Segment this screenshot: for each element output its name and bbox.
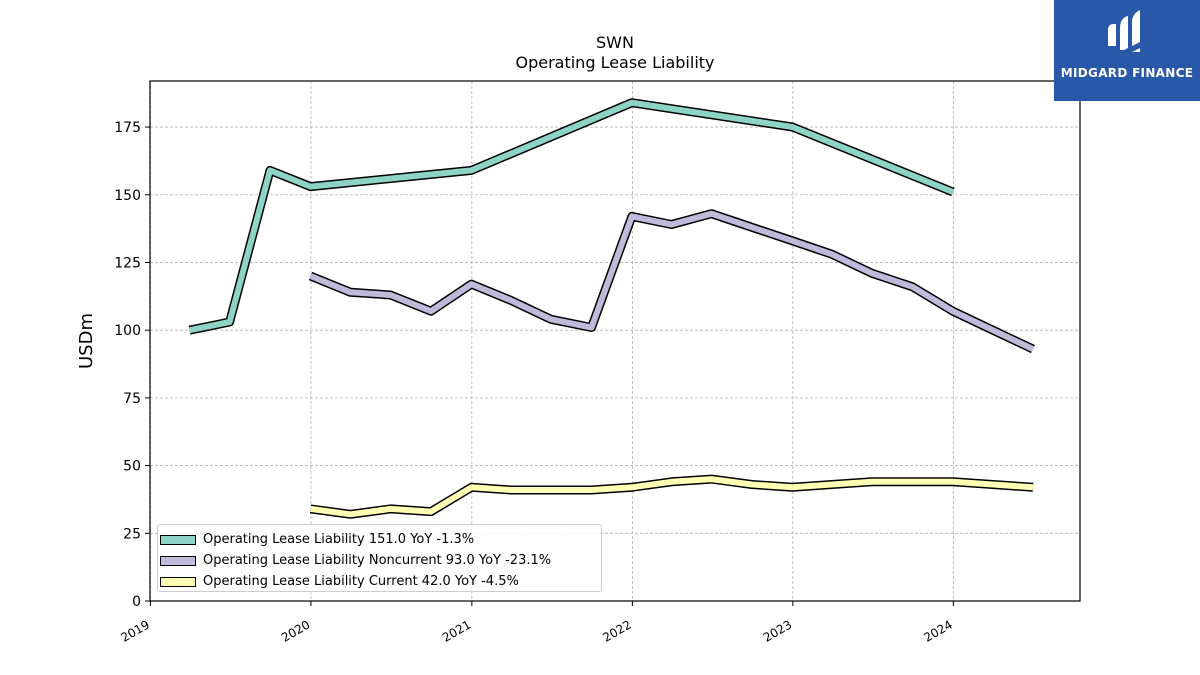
x-tick-label: 2021 bbox=[440, 617, 473, 644]
x-tick-label: 2020 bbox=[279, 617, 312, 644]
chart-subtitle: Operating Lease Liability bbox=[515, 53, 715, 72]
midgard-finance-logo: MIDGARD FINANCE bbox=[1054, 0, 1200, 101]
chart-title-block: SWN Operating Lease Liability bbox=[0, 33, 1200, 73]
chart-legend: Operating Lease Liability 151.0 YoY -1.3… bbox=[157, 524, 602, 592]
x-tick-label: 2023 bbox=[761, 617, 794, 644]
y-tick-label: 100 bbox=[114, 323, 141, 339]
y-tick-label: 25 bbox=[123, 526, 141, 542]
series-line-0 bbox=[188, 99, 955, 334]
x-tick-label: 2019 bbox=[118, 617, 151, 644]
legend-item-2: Operating Lease Liability Current 42.0 Y… bbox=[160, 571, 601, 592]
y-tick-label: 125 bbox=[114, 255, 141, 271]
chart-title: SWN bbox=[596, 33, 634, 52]
y-tick-label: 0 bbox=[132, 594, 141, 610]
series-line-2 bbox=[310, 476, 1034, 518]
y-tick-label: 150 bbox=[114, 188, 141, 204]
legend-item-0: Operating Lease Liability 151.0 YoY -1.3… bbox=[160, 529, 601, 550]
y-axis-label: USDm bbox=[76, 313, 97, 369]
legend-label-0: Operating Lease Liability 151.0 YoY -1.3… bbox=[203, 532, 475, 547]
legend-swatch-0 bbox=[160, 534, 196, 545]
plot-area bbox=[150, 81, 1080, 601]
y-tick-label: 175 bbox=[114, 120, 141, 136]
legend-swatch-2 bbox=[160, 576, 196, 587]
legend-item-1: Operating Lease Liability Noncurrent 93.… bbox=[160, 550, 601, 571]
legend-label-1: Operating Lease Liability Noncurrent 93.… bbox=[203, 553, 552, 568]
plot-frame bbox=[149, 80, 1081, 602]
series-line-1 bbox=[309, 210, 1035, 352]
x-tick-label: 2024 bbox=[921, 617, 954, 644]
midgard-finance-logo-icon bbox=[1108, 10, 1144, 62]
x-tick-label: 2022 bbox=[600, 617, 633, 644]
y-tick-label: 75 bbox=[123, 391, 141, 407]
legend-label-2: Operating Lease Liability Current 42.0 Y… bbox=[203, 574, 519, 589]
logo-text: MIDGARD FINANCE bbox=[1060, 66, 1194, 80]
legend-swatch-1 bbox=[160, 555, 196, 566]
y-tick-label: 50 bbox=[123, 459, 141, 475]
